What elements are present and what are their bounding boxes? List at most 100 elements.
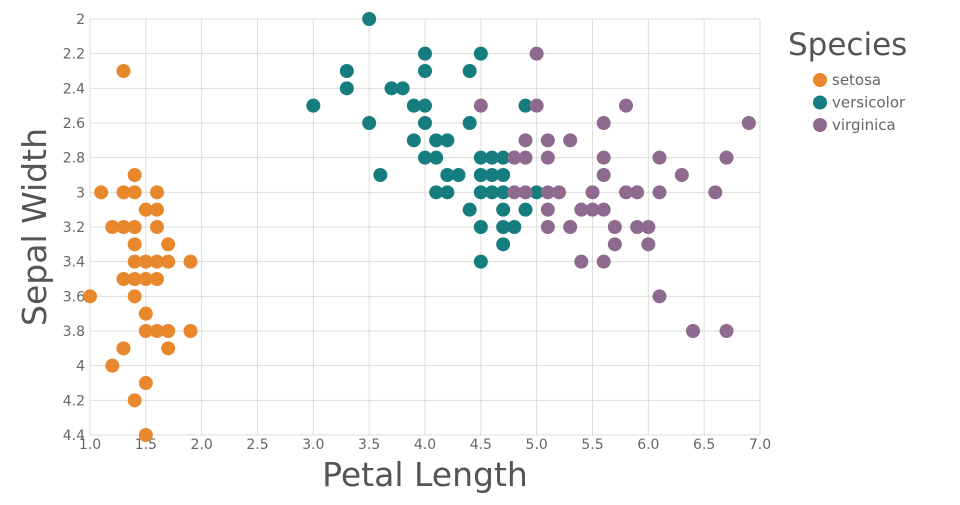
point-versicolor bbox=[496, 202, 511, 217]
point-versicolor bbox=[362, 116, 377, 130]
y-tick-label: 3.2 bbox=[63, 220, 85, 236]
point-versicolor bbox=[451, 168, 466, 182]
point-virginica bbox=[574, 254, 589, 269]
point-setosa bbox=[127, 393, 142, 408]
legend-swatch-setosa bbox=[813, 73, 827, 87]
point-setosa bbox=[127, 185, 142, 200]
point-versicolor bbox=[418, 64, 432, 78]
point-versicolor bbox=[406, 98, 421, 113]
point-setosa bbox=[138, 272, 153, 286]
legend-items: setosa versicolor virginica bbox=[813, 71, 906, 134]
point-virginica bbox=[607, 220, 622, 234]
point-virginica bbox=[540, 150, 555, 165]
point-virginica bbox=[607, 237, 622, 252]
point-virginica bbox=[596, 202, 611, 217]
point-versicolor bbox=[518, 98, 533, 113]
point-virginica bbox=[518, 150, 533, 165]
point-virginica bbox=[630, 185, 645, 200]
point-versicolor bbox=[485, 168, 499, 182]
legend-swatch-virginica bbox=[813, 118, 827, 132]
point-virginica bbox=[507, 185, 522, 200]
point-versicolor bbox=[473, 150, 488, 165]
y-tick-label: 2.4 bbox=[63, 81, 85, 97]
point-setosa bbox=[105, 220, 120, 234]
point-setosa bbox=[150, 202, 164, 217]
point-versicolor bbox=[518, 202, 533, 217]
point-virginica bbox=[518, 133, 533, 148]
x-tick-label: 3.0 bbox=[302, 437, 324, 453]
point-virginica bbox=[529, 46, 544, 61]
point-versicolor bbox=[473, 46, 488, 61]
point-setosa bbox=[127, 272, 142, 286]
point-versicolor bbox=[485, 150, 499, 165]
point-setosa bbox=[94, 185, 109, 200]
y-tick-label: 3.4 bbox=[63, 255, 85, 271]
legend-label-setosa: setosa bbox=[832, 71, 881, 89]
point-setosa bbox=[150, 254, 164, 269]
point-virginica bbox=[619, 185, 633, 200]
point-setosa bbox=[138, 254, 153, 269]
point-virginica bbox=[741, 116, 756, 130]
point-virginica bbox=[619, 98, 633, 113]
point-virginica bbox=[641, 220, 656, 234]
point-versicolor bbox=[339, 81, 354, 96]
x-tick-label: 7.0 bbox=[749, 437, 771, 453]
x-tick-label: 1.0 bbox=[79, 437, 101, 453]
point-virginica bbox=[552, 185, 566, 200]
point-versicolor bbox=[496, 220, 511, 234]
point-versicolor bbox=[473, 254, 488, 269]
point-virginica bbox=[708, 185, 723, 200]
point-versicolor bbox=[384, 81, 399, 96]
y-tick-label: 3.8 bbox=[63, 324, 85, 340]
y-tick-label: 3 bbox=[76, 185, 85, 201]
point-setosa bbox=[116, 272, 131, 286]
point-versicolor bbox=[440, 133, 455, 148]
point-setosa bbox=[116, 220, 131, 234]
point-virginica bbox=[630, 220, 645, 234]
point-setosa bbox=[138, 306, 153, 321]
y-axis-ticks: 2 2.2 2.4 2.6 2.8 3 3.2 3.4 3.6 3.8 4 4.2 4.4 bbox=[63, 12, 85, 444]
point-versicolor bbox=[529, 185, 544, 200]
legend-label-versicolor: versicolor bbox=[832, 94, 906, 112]
point-setosa bbox=[138, 428, 153, 442]
point-versicolor bbox=[473, 185, 488, 200]
point-virginica bbox=[563, 220, 578, 234]
point-versicolor bbox=[473, 168, 488, 182]
point-versicolor bbox=[395, 81, 410, 96]
point-virginica bbox=[574, 202, 589, 217]
legend-label-virginica: virginica bbox=[832, 116, 896, 134]
point-virginica bbox=[652, 289, 667, 304]
point-virginica bbox=[563, 133, 578, 148]
y-tick-label: 2.8 bbox=[63, 151, 85, 167]
point-virginica bbox=[596, 116, 611, 130]
point-versicolor bbox=[440, 168, 455, 182]
x-axis-ticks: 1.0 1.5 2.0 2.5 3.0 3.5 4.0 4.5 5.0 5.5 6.0 6.5 7.0 bbox=[79, 437, 771, 453]
y-tick-label: 2.2 bbox=[63, 47, 85, 63]
point-versicolor bbox=[429, 133, 444, 148]
point-virginica bbox=[652, 185, 667, 200]
point-setosa bbox=[183, 254, 198, 269]
x-tick-label: 2.5 bbox=[246, 437, 268, 453]
point-setosa bbox=[150, 272, 164, 286]
y-tick-label: 4.4 bbox=[63, 428, 85, 444]
x-tick-label: 3.5 bbox=[358, 437, 380, 453]
legend-swatch-versicolor bbox=[813, 95, 827, 110]
point-setosa bbox=[161, 324, 176, 338]
point-versicolor bbox=[418, 116, 432, 130]
point-virginica bbox=[585, 202, 600, 217]
point-virginica bbox=[540, 185, 555, 200]
point-setosa bbox=[127, 289, 142, 304]
point-setosa bbox=[83, 289, 97, 304]
point-versicolor bbox=[462, 116, 477, 130]
point-virginica bbox=[596, 168, 611, 182]
x-tick-label: 5.0 bbox=[526, 437, 548, 453]
y-tick-label: 2 bbox=[76, 12, 85, 28]
point-versicolor bbox=[306, 98, 321, 113]
point-setosa bbox=[127, 254, 142, 269]
point-virginica bbox=[540, 202, 555, 217]
point-setosa bbox=[150, 220, 164, 234]
point-virginica bbox=[585, 185, 600, 200]
legend-title: Species bbox=[788, 27, 907, 63]
